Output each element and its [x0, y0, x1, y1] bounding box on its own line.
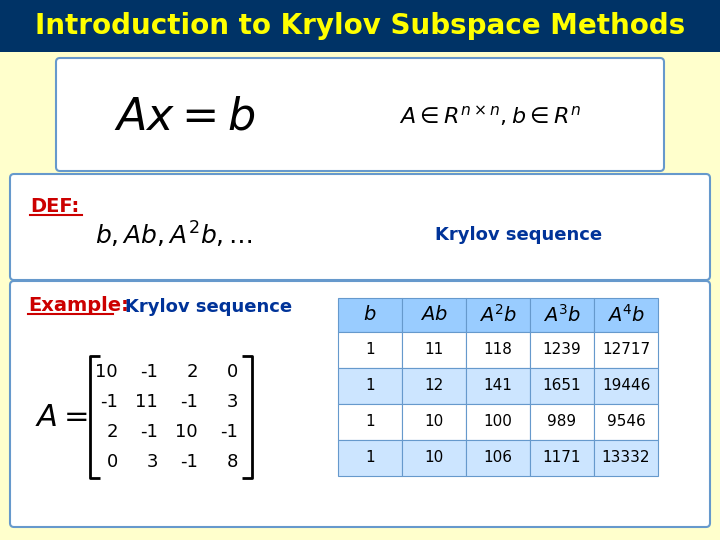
FancyBboxPatch shape: [594, 440, 658, 476]
FancyBboxPatch shape: [402, 440, 466, 476]
Text: 2: 2: [186, 363, 198, 381]
Text: 13332: 13332: [602, 450, 650, 465]
Text: 100: 100: [484, 415, 513, 429]
FancyBboxPatch shape: [466, 332, 530, 368]
Text: 12: 12: [424, 379, 444, 394]
FancyBboxPatch shape: [530, 298, 594, 332]
Text: DEF:: DEF:: [30, 197, 79, 216]
FancyBboxPatch shape: [466, 440, 530, 476]
Text: -1: -1: [140, 423, 158, 441]
FancyBboxPatch shape: [338, 440, 402, 476]
Text: 1: 1: [365, 342, 375, 357]
FancyBboxPatch shape: [530, 368, 594, 404]
FancyBboxPatch shape: [402, 298, 466, 332]
Text: $Ab$: $Ab$: [420, 306, 448, 325]
Text: -1: -1: [140, 363, 158, 381]
FancyBboxPatch shape: [594, 298, 658, 332]
Text: 10: 10: [176, 423, 198, 441]
FancyBboxPatch shape: [402, 332, 466, 368]
Text: 106: 106: [484, 450, 513, 465]
FancyBboxPatch shape: [338, 332, 402, 368]
Text: 1: 1: [365, 415, 375, 429]
Text: 1651: 1651: [543, 379, 581, 394]
Text: $A^3b$: $A^3b$: [543, 304, 581, 326]
FancyBboxPatch shape: [594, 368, 658, 404]
Text: 19446: 19446: [602, 379, 650, 394]
FancyBboxPatch shape: [594, 332, 658, 368]
Text: 3: 3: [146, 453, 158, 471]
Text: Example:: Example:: [28, 296, 129, 315]
FancyBboxPatch shape: [402, 368, 466, 404]
Text: $A^2b$: $A^2b$: [479, 304, 517, 326]
Text: Krylov sequence: Krylov sequence: [435, 226, 602, 244]
FancyBboxPatch shape: [530, 440, 594, 476]
Text: $Ax = b$: $Ax = b$: [114, 96, 256, 138]
FancyBboxPatch shape: [594, 404, 658, 440]
Text: -1: -1: [100, 393, 118, 411]
Text: 2: 2: [107, 423, 118, 441]
Text: 3: 3: [227, 393, 238, 411]
FancyBboxPatch shape: [56, 58, 664, 171]
Text: Krylov sequence: Krylov sequence: [125, 298, 292, 316]
FancyBboxPatch shape: [10, 281, 710, 527]
Text: 10: 10: [95, 363, 118, 381]
Text: 11: 11: [135, 393, 158, 411]
FancyBboxPatch shape: [530, 332, 594, 368]
Text: 1171: 1171: [543, 450, 581, 465]
Text: 118: 118: [484, 342, 513, 357]
FancyBboxPatch shape: [0, 0, 720, 52]
Text: $A^4b$: $A^4b$: [607, 304, 645, 326]
Text: 141: 141: [484, 379, 513, 394]
Text: 1: 1: [365, 450, 375, 465]
Text: 1239: 1239: [543, 342, 581, 357]
Text: $A \in R^{n \times n}, b \in R^n$: $A \in R^{n \times n}, b \in R^n$: [399, 105, 581, 129]
Text: 8: 8: [227, 453, 238, 471]
Text: 0: 0: [227, 363, 238, 381]
Text: $b, Ab, A^2b, \ldots$: $b, Ab, A^2b, \ldots$: [95, 220, 253, 250]
FancyBboxPatch shape: [338, 368, 402, 404]
Text: -1: -1: [220, 423, 238, 441]
FancyBboxPatch shape: [338, 404, 402, 440]
Text: -1: -1: [180, 453, 198, 471]
Text: 12717: 12717: [602, 342, 650, 357]
Text: 10: 10: [424, 450, 444, 465]
Text: 9546: 9546: [607, 415, 645, 429]
Text: 989: 989: [547, 415, 577, 429]
Text: 1: 1: [365, 379, 375, 394]
Text: 10: 10: [424, 415, 444, 429]
FancyBboxPatch shape: [466, 298, 530, 332]
FancyBboxPatch shape: [338, 298, 402, 332]
FancyBboxPatch shape: [530, 404, 594, 440]
Text: 0: 0: [107, 453, 118, 471]
FancyBboxPatch shape: [402, 404, 466, 440]
FancyBboxPatch shape: [10, 174, 710, 280]
Text: $b$: $b$: [364, 306, 377, 325]
Text: 11: 11: [424, 342, 444, 357]
FancyBboxPatch shape: [466, 368, 530, 404]
Text: Introduction to Krylov Subspace Methods: Introduction to Krylov Subspace Methods: [35, 12, 685, 40]
FancyBboxPatch shape: [466, 404, 530, 440]
Text: -1: -1: [180, 393, 198, 411]
Text: $A = $: $A = $: [35, 403, 88, 433]
